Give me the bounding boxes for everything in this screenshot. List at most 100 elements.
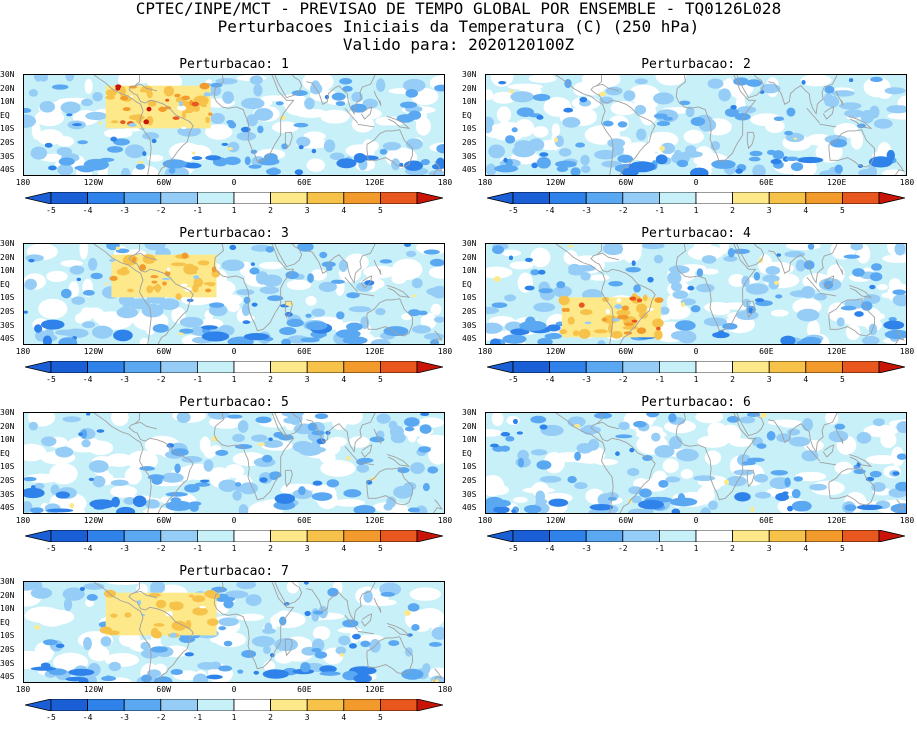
colorbar-cell	[379, 530, 418, 542]
field-patch-cold	[388, 640, 400, 647]
warm-perturbation-patch	[197, 260, 210, 266]
field-patch-cold	[232, 490, 242, 501]
field-patch-cold	[733, 469, 754, 476]
lat-tick-label: 10N	[462, 435, 477, 445]
field-patch-neutral	[661, 304, 691, 320]
field-patch-cold	[638, 499, 664, 510]
colorbar-cell	[622, 530, 660, 542]
field-patch-cold	[431, 626, 444, 640]
field-patch-cold	[218, 479, 238, 493]
field-patch-cold	[784, 130, 793, 136]
lat-tick-label: EQ	[0, 617, 10, 627]
field-patch-neutral	[236, 613, 265, 621]
field-patch-cold	[826, 95, 840, 108]
field-patch-cold	[242, 320, 251, 324]
field-patch-cold	[570, 167, 581, 175]
field-patch-cold	[703, 317, 727, 327]
field-patch-cold	[510, 91, 534, 103]
coastline	[306, 244, 376, 284]
field-patch-cold	[858, 168, 876, 175]
field-patch-neutral	[180, 283, 188, 287]
lat-tick-label: 10N	[0, 266, 15, 276]
field-patch-cold	[91, 325, 113, 339]
field-patch-cold	[380, 591, 395, 597]
field-patch-cold	[504, 294, 517, 302]
field-patch-cold	[404, 244, 412, 247]
field-patch-neutral	[337, 627, 363, 634]
field-patch-cold	[147, 669, 161, 678]
field-patch-cold	[221, 259, 245, 272]
field-patch-cold	[24, 114, 37, 128]
lon-tick-label: 180	[437, 347, 453, 356]
lat-tick-label: 10N	[0, 604, 15, 614]
colorbar-label: -4	[82, 713, 93, 722]
colorbar-cell	[123, 530, 162, 542]
field-patch-neutral	[800, 75, 832, 87]
field-patch-cold	[791, 500, 812, 512]
heatmap-field	[485, 243, 907, 345]
colorbar-cell	[160, 530, 198, 542]
colorbar-cell	[512, 361, 550, 373]
field-patch-cold	[647, 276, 654, 283]
coastline	[93, 413, 152, 513]
field-patch-cold	[685, 106, 695, 118]
field-patch-cold	[603, 244, 624, 256]
field-patch-cold	[319, 671, 341, 676]
coastline	[386, 115, 411, 129]
field-patch-cold	[629, 447, 635, 453]
field-patch-cold	[274, 493, 296, 504]
field-patch-cold	[293, 122, 309, 128]
field-patch-cold	[140, 641, 151, 651]
lat-tick-label: 10N	[462, 97, 477, 107]
field-patch-cold	[305, 321, 328, 331]
field-patch-cold	[326, 479, 340, 488]
field-patch-cold	[535, 490, 546, 503]
field-patch-cold	[386, 496, 397, 508]
coastline	[366, 636, 413, 675]
field-patch-neutral	[486, 429, 503, 437]
colorbar-label: -4	[544, 206, 555, 215]
chart-title-line3: Valido para: 2020120100Z	[342, 35, 575, 54]
colorbar-cell	[585, 361, 624, 373]
lat-tick-label: 30S	[0, 151, 15, 161]
field-patch-cold	[311, 430, 325, 436]
field-patch-cold	[312, 480, 323, 486]
coastline	[386, 453, 411, 467]
field-patch-cold	[678, 100, 691, 106]
lon-tick-label: 180	[437, 685, 453, 694]
lat-tick-label: EQ	[0, 110, 10, 120]
field-patch-warm	[680, 302, 686, 308]
warm-perturbation-patch	[188, 594, 195, 598]
field-patch-cold	[268, 437, 273, 442]
field-patch-cold	[558, 148, 572, 157]
lat-tick-label: 20S	[462, 307, 477, 316]
field-patch-cold	[176, 413, 191, 424]
lon-tick-label: 60E	[759, 516, 774, 525]
field-patch-cold	[544, 333, 563, 340]
field-patch-cold	[165, 492, 188, 497]
field-patch-cold	[251, 635, 275, 647]
lat-tick-label: 20N	[0, 421, 15, 431]
field-patch-cold	[346, 292, 360, 299]
lat-tick-label: 10S	[462, 462, 477, 472]
coastline	[822, 444, 835, 458]
field-patch-cold	[76, 277, 82, 282]
panel-title: Perturbacao: 4	[641, 226, 751, 241]
lat-tick-label: 10S	[0, 124, 15, 134]
warm-perturbation-patch	[623, 322, 634, 326]
field-patch-cold	[784, 250, 806, 258]
lat-tick-label: 40S	[0, 503, 15, 513]
field-patch-cold	[330, 279, 345, 284]
field-patch-cold	[708, 500, 718, 511]
colorbar-cell	[695, 530, 733, 542]
field-patch-cold	[55, 643, 65, 648]
coastline	[835, 259, 844, 275]
colorbar-label: 3	[304, 544, 310, 553]
field-patch-cold	[555, 160, 577, 168]
warm-perturbation-patch	[601, 317, 608, 322]
field-patch-cold	[24, 310, 28, 314]
field-patch-cold	[502, 334, 527, 344]
colorbar-label: -3	[119, 544, 130, 553]
field-patch-cold	[886, 105, 906, 114]
field-patch-neutral	[259, 261, 285, 270]
